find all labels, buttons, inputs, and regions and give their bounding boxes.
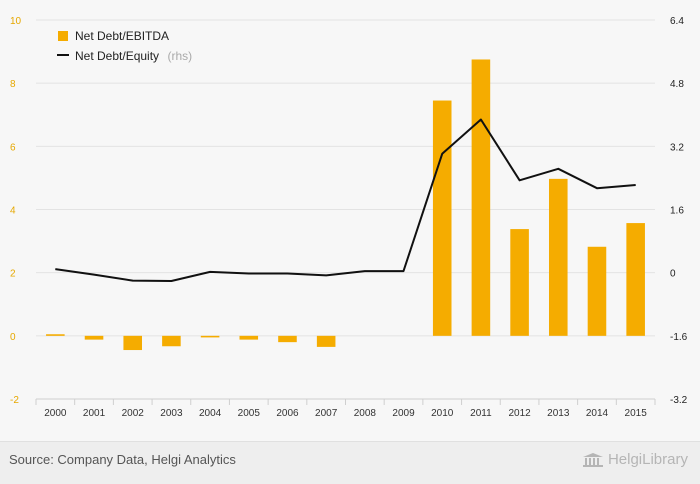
left-tick-label: 6 xyxy=(10,142,16,153)
left-tick-label: 4 xyxy=(10,206,16,217)
legend-label-line-note: (rhs) xyxy=(168,49,193,63)
left-tick-label: 2 xyxy=(10,269,16,280)
bar xyxy=(278,335,297,343)
x-tick-label: 2003 xyxy=(160,408,183,419)
x-tick-label: 2004 xyxy=(199,408,222,419)
left-tick-label: 0 xyxy=(10,332,16,343)
x-tick-label: 2000 xyxy=(44,408,67,419)
x-tick-label: 2015 xyxy=(625,408,648,419)
right-axis-ticks: -3.2 -1.6 0 1.6 3.2 4.8 6.4 xyxy=(670,16,688,406)
legend-label-bar: Net Debt/EBITDA xyxy=(75,29,169,43)
bar xyxy=(471,59,491,336)
source-text: Source: Company Data, Helgi Analytics xyxy=(9,452,236,467)
x-tick-label: 2012 xyxy=(508,408,531,419)
left-tick-label: -2 xyxy=(10,395,19,406)
bar xyxy=(200,335,220,338)
bar xyxy=(162,335,181,347)
legend-swatch-bar xyxy=(58,31,68,41)
x-tick-label: 2005 xyxy=(238,408,261,419)
bar xyxy=(316,335,336,347)
x-tick-label: 2002 xyxy=(122,408,145,419)
chart-canvas: -2 0 2 4 6 8 10 -3.2 -1.6 0 1.6 3.2 4.8 6.4 2000 2001… xyxy=(10,16,688,419)
bar xyxy=(510,229,529,336)
series-line xyxy=(55,118,636,282)
right-tick-label: 3.2 xyxy=(670,142,684,153)
x-tick-label: 2013 xyxy=(547,408,570,419)
x-tick-label: 2011 xyxy=(470,408,492,419)
x-tick-label: 2009 xyxy=(392,408,415,419)
bar xyxy=(587,246,607,336)
bar xyxy=(84,335,104,340)
bar-series xyxy=(46,59,645,351)
brand-logo: HelgiLibrary xyxy=(582,451,688,468)
left-tick-label: 10 xyxy=(10,16,22,27)
right-tick-label: -3.2 xyxy=(670,395,688,406)
x-tick-label: 2001 xyxy=(83,408,106,419)
right-tick-label: 0 xyxy=(670,269,676,280)
bar xyxy=(239,335,259,340)
x-axis-ticks: 2000 2001 2002 2003 2004 2005 2006 2007 2008 2009… xyxy=(44,408,647,419)
bar xyxy=(548,178,568,336)
x-tick-label: 2008 xyxy=(354,408,377,419)
right-tick-label: -1.6 xyxy=(670,332,688,343)
left-axis-ticks: -2 0 2 4 6 8 10 xyxy=(10,16,22,406)
library-building-icon xyxy=(582,452,603,467)
x-tick-label: 2007 xyxy=(315,408,338,419)
bar xyxy=(123,335,143,351)
x-tick-label: 2006 xyxy=(276,408,299,419)
line-series xyxy=(55,118,636,282)
brand-name: HelgiLibrary xyxy=(607,451,688,468)
right-tick-label: 4.8 xyxy=(670,79,684,90)
right-tick-label: 6.4 xyxy=(670,16,684,27)
footer: Source: Company Data, Helgi Analytics He… xyxy=(0,441,700,484)
x-tick-label: 2014 xyxy=(586,408,609,419)
bar xyxy=(626,223,645,336)
left-tick-label: 8 xyxy=(10,79,16,90)
right-tick-label: 1.6 xyxy=(670,206,684,217)
bar xyxy=(432,100,452,336)
bar xyxy=(46,334,65,336)
legend: Net Debt/EBITDA Net Debt/Equity (rhs) xyxy=(57,29,192,64)
x-tick-label: 2010 xyxy=(431,408,454,419)
legend-label-line-group: Net Debt/Equity (rhs) xyxy=(75,47,192,64)
legend-label-line: Net Debt/Equity xyxy=(75,49,159,63)
